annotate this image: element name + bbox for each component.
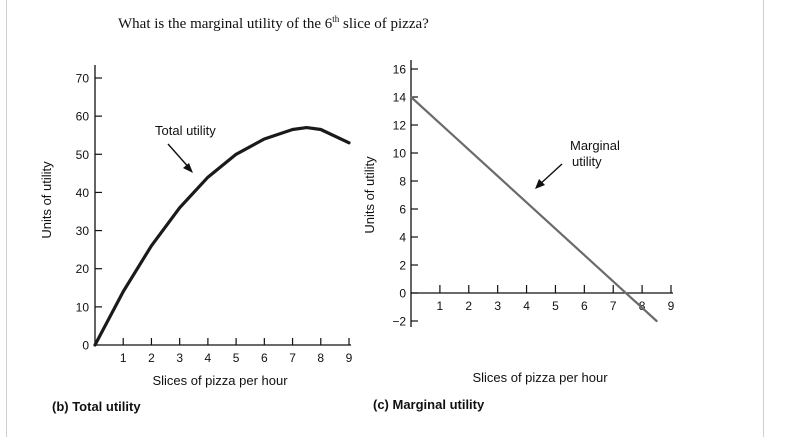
- left-x-axis-label: Slices of pizza per hour: [152, 373, 288, 388]
- marginal-utility-chart: Units of utility Slices of pizza per hou…: [362, 60, 675, 412]
- right-y-tick-label: 6: [399, 203, 406, 217]
- left-border: [6, 0, 7, 437]
- left-y-tick-label: 30: [76, 224, 90, 238]
- left-y-axis-label: Units of utility: [39, 161, 54, 239]
- left-x-tick-label: 5: [233, 351, 240, 365]
- left-x-tick-label: 4: [205, 351, 212, 365]
- right-x-tick-label: 4: [523, 299, 530, 313]
- left-y-tick-label: 0: [82, 339, 89, 353]
- right-x-tick-label: 1: [437, 299, 444, 313]
- right-y-tick-label: 2: [399, 259, 406, 273]
- left-y-tick-label: 40: [76, 186, 90, 200]
- right-x-axis-label: Slices of pizza per hour: [472, 370, 608, 385]
- question-main: What is the marginal utility of the 6: [118, 16, 333, 32]
- question-superscript: th: [332, 14, 340, 24]
- right-border: [763, 0, 764, 437]
- right-y-tick-label: 4: [399, 231, 406, 245]
- right-x-tick-label: 6: [581, 299, 588, 313]
- right-x-tick-label: 7: [610, 299, 617, 313]
- question-end: slice of pizza?: [339, 16, 429, 32]
- left-y-tick-label: 60: [76, 110, 90, 124]
- left-x-tick-label: 1: [120, 351, 127, 365]
- left-x-tick-label: 2: [148, 351, 155, 365]
- total-utility-chart: Units of utility Slices of pizza per hou…: [39, 65, 353, 414]
- right-x-tick-label: 2: [465, 299, 472, 313]
- left-y-tick-label: 50: [76, 148, 90, 162]
- right-y-tick-label: 8: [399, 175, 406, 189]
- left-x-tick-label: 7: [289, 351, 296, 365]
- left-y-tick-label: 10: [76, 300, 90, 314]
- left-curve-annotation: Total utility: [155, 123, 216, 138]
- left-annotation-arrowhead: [183, 163, 193, 173]
- right-annotation-line2: utility: [572, 154, 602, 169]
- left-x-tick-label: 8: [317, 351, 324, 365]
- right-x-tick-label: 3: [494, 299, 501, 313]
- right-y-tick-label: −2: [392, 315, 406, 329]
- marginal-utility-line: [409, 95, 658, 323]
- left-x-tick-label: 3: [176, 351, 183, 365]
- right-y-axis-label: Units of utility: [362, 156, 377, 234]
- right-annotation-arrowhead: [535, 179, 545, 189]
- left-x-tick-label: 6: [261, 351, 268, 365]
- right-x-tick-label: 9: [668, 299, 675, 313]
- right-annotation-line1: Marginal: [570, 138, 620, 153]
- right-y-tick-label: 12: [393, 119, 407, 133]
- right-y-tick-label: 14: [393, 91, 407, 105]
- right-x-tick-label: 5: [552, 299, 559, 313]
- left-panel-caption: (b) Total utility: [52, 399, 141, 414]
- right-x-tick-label: 8: [639, 299, 646, 313]
- total-utility-curve: [93, 126, 351, 347]
- left-x-tick-label: 9: [346, 351, 353, 365]
- right-y-tick-label: 16: [393, 63, 407, 77]
- left-y-tick-label: 20: [76, 262, 90, 276]
- right-y-tick-label: 0: [399, 287, 406, 301]
- question-text: What is the marginal utility of the 6th …: [118, 14, 429, 33]
- right-y-tick-label: 10: [393, 147, 407, 161]
- left-y-tick-label: 70: [76, 72, 90, 86]
- right-panel-caption: (c) Marginal utility: [373, 397, 485, 412]
